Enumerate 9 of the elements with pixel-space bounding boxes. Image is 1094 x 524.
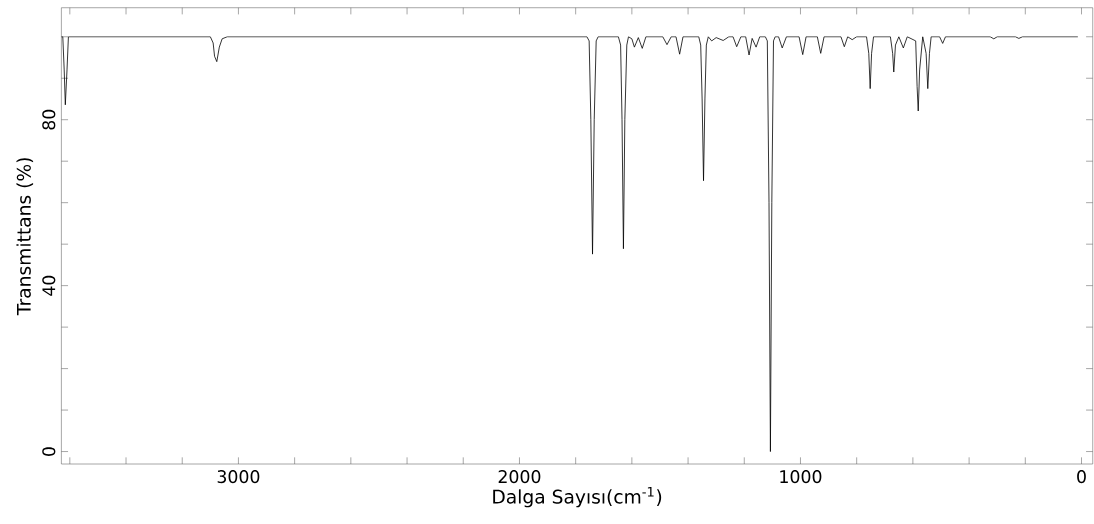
y-tick-label: 40 — [42, 275, 56, 296]
x-tick-label: 2000 — [498, 470, 541, 484]
x-tick-label: 3000 — [217, 470, 260, 484]
x-axis-title: Dalga Sayısı(cm$^{-1}$) — [493, 486, 662, 508]
x-tick-label: 1000 — [780, 470, 822, 484]
x-tick-label: 0 — [1077, 470, 1086, 484]
y-axis-title: Transmittans (%) — [16, 158, 34, 316]
y-tick-label: 0 — [42, 447, 56, 456]
y-tick-label: 80 — [42, 109, 56, 130]
